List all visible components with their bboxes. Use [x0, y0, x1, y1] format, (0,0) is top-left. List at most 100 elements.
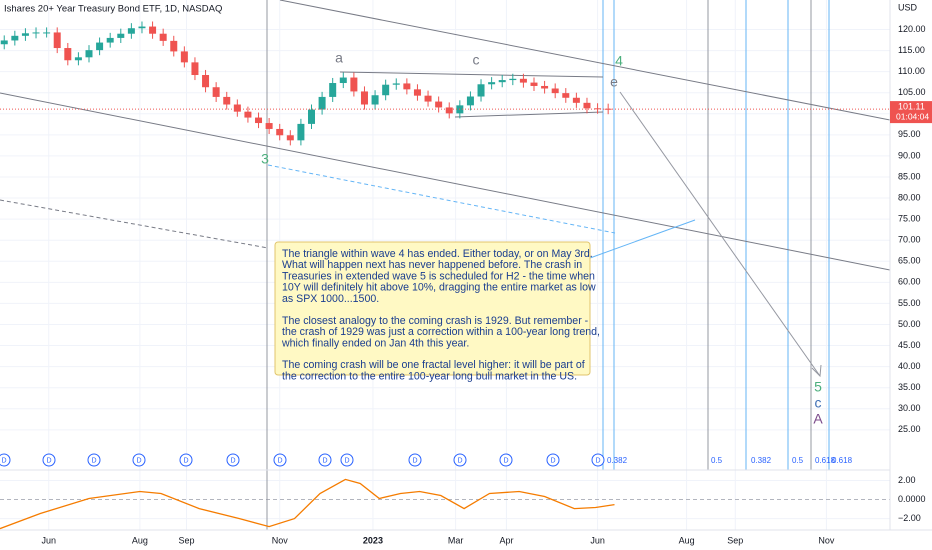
candle-body — [191, 62, 199, 76]
chart-title: Ishares 20+ Year Treasury Bond ETF, 1D, … — [4, 4, 222, 15]
x-tick-label: Aug — [132, 535, 148, 545]
annotation-text: the correction to the entire 100-year lo… — [282, 370, 577, 382]
candle-body — [392, 83, 400, 85]
y-tick-label: 90.00 — [898, 150, 921, 160]
candle-body — [519, 78, 527, 83]
candle-body — [233, 104, 241, 112]
arrow-head — [811, 364, 822, 378]
candle-body — [562, 93, 570, 98]
x-tick-label: Sep — [727, 535, 743, 545]
dividend-label: D — [322, 457, 327, 464]
trend-line — [267, 164, 616, 234]
fib-label: 0.5 — [792, 456, 804, 465]
candle-body — [138, 26, 146, 29]
annotation-text: What will happen next has never happened… — [282, 259, 582, 271]
candle-body — [276, 128, 284, 136]
dividend-label: D — [503, 457, 508, 464]
price-axis — [890, 0, 932, 550]
wave-label: 3 — [261, 151, 269, 167]
fib-labels: 0.382 0.5 0.382 0.5 0.618 0.618 — [607, 456, 853, 465]
candle-body — [308, 109, 315, 124]
osc-tick-label: 2.00 — [898, 475, 916, 485]
candle-body — [424, 95, 432, 102]
annotation-text: The coming crash will be one fractal lev… — [282, 359, 585, 371]
y-tick-label: 120.00 — [898, 24, 926, 34]
candle-body — [170, 40, 178, 52]
candle-body — [371, 95, 379, 105]
annotation-text: The closest analogy to the coming crash … — [282, 315, 589, 327]
dividend-label: D — [183, 457, 188, 464]
wave-label: 4 — [615, 53, 623, 69]
candle-body — [244, 111, 252, 118]
dividend-marker — [0, 453, 11, 467]
x-tick-label: Aug — [679, 535, 695, 545]
annotation-text: Treasuries in extended wave 5 is schedul… — [282, 270, 595, 282]
candle-body — [583, 102, 591, 109]
dividend-marker — [179, 453, 193, 467]
candle-body — [572, 97, 580, 103]
annotation-text: The triangle within wave 4 has ended. Ei… — [282, 248, 593, 260]
axes: 120.00115.00110.00105.00100.0095.0090.00… — [41, 24, 932, 545]
candle-body — [477, 84, 485, 97]
dividend-label: D — [46, 457, 51, 464]
candle-body — [551, 88, 559, 94]
candle-body — [466, 96, 474, 106]
dividend-marker — [318, 453, 332, 467]
dividend-marker — [340, 453, 354, 467]
dividend-marker — [453, 453, 467, 467]
wave-label: c — [815, 395, 822, 411]
dividend-marker — [499, 453, 513, 467]
candle-body — [488, 82, 496, 85]
annotation-text: the crash of 1929 was just a correction … — [282, 326, 600, 338]
y-tick-label: 40.00 — [898, 361, 921, 371]
candle-body — [435, 101, 443, 108]
dividend-marker — [226, 453, 240, 467]
y-tick-label: 25.00 — [898, 424, 921, 434]
trend-line — [0, 199, 269, 249]
candle-body — [350, 77, 358, 92]
triangle-line — [454, 111, 604, 118]
candle-body — [498, 80, 506, 83]
dividend-label: D — [550, 457, 555, 464]
dividend-label: D — [595, 457, 600, 464]
y-tick-label: 85.00 — [898, 171, 921, 181]
y-tick-label: 110.00 — [898, 66, 925, 76]
wave-labels: a c e 3 4 5 c A — [261, 50, 823, 427]
candle-body — [202, 75, 210, 88]
dividend-marker — [273, 453, 287, 467]
annotation-text: which finally ended on Jan 4th this year… — [281, 337, 469, 349]
dividend-marker — [132, 453, 146, 467]
dividend-label: D — [91, 457, 96, 464]
y-tick-label: 115.00 — [898, 45, 925, 55]
candle-body — [403, 83, 411, 90]
x-tick-label: Jun — [41, 535, 56, 545]
candle-body — [74, 57, 82, 61]
osc-tick-label: −2.00 — [898, 513, 921, 523]
y-tick-label: 60.00 — [898, 277, 921, 287]
dividend-marker — [42, 453, 56, 467]
y-tick-label: 80.00 — [898, 192, 921, 202]
x-tick-label: Mar — [448, 535, 464, 545]
wave-label: 5 — [814, 379, 822, 395]
candle-body — [53, 32, 61, 49]
wave-label: A — [813, 411, 823, 427]
candle-body — [530, 82, 538, 86]
fib-label: 0.382 — [751, 456, 772, 465]
countdown: 01:04:04 — [896, 111, 929, 121]
fib-label: 0.618 — [815, 456, 836, 465]
y-tick-label: 70.00 — [898, 235, 921, 245]
dividend-label: D — [136, 457, 141, 464]
x-tick-label: Sep — [178, 535, 194, 545]
dividend-marker — [591, 453, 605, 467]
candle-body — [96, 42, 104, 51]
fib-label: 0.382 — [607, 456, 628, 465]
y-tick-label: 95.00 — [898, 129, 921, 139]
dividend-label: D — [230, 457, 235, 464]
candle-body — [255, 117, 263, 124]
y-tick-label: 65.00 — [898, 256, 921, 266]
dividend-marker — [546, 453, 560, 467]
dividend-marker — [87, 453, 101, 467]
candle-body — [0, 40, 8, 45]
dividend-label: D — [1, 457, 6, 464]
